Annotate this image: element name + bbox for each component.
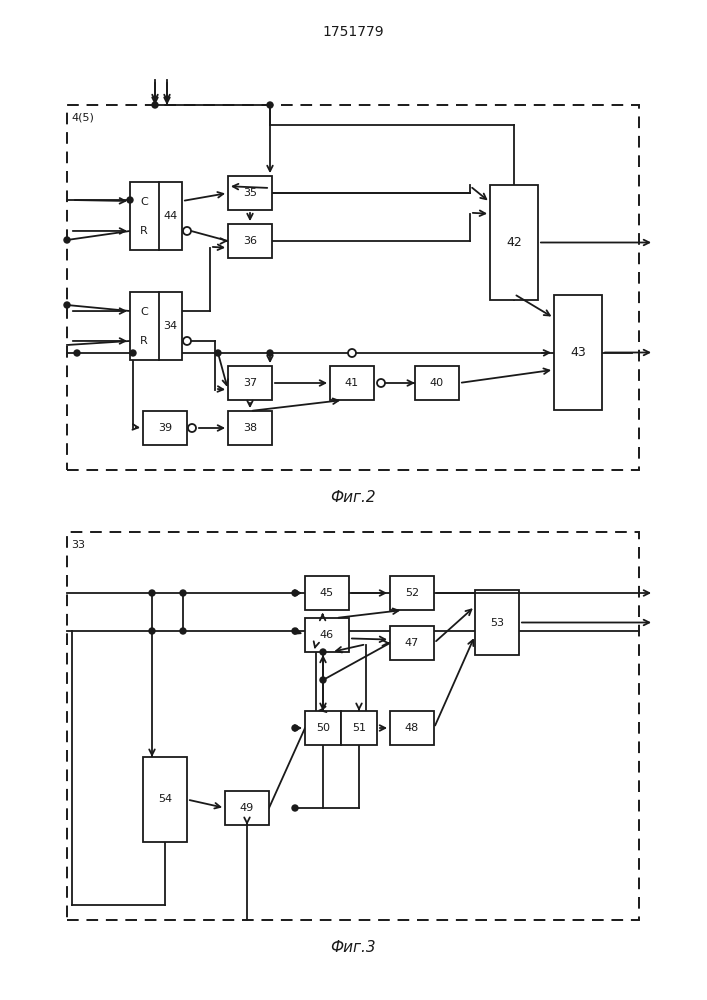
Circle shape <box>348 349 356 357</box>
Text: 33: 33 <box>71 540 85 550</box>
Bar <box>67 105 639 470</box>
Text: 45: 45 <box>320 588 334 598</box>
Text: Фиг.3: Фиг.3 <box>330 940 376 956</box>
Circle shape <box>127 197 133 203</box>
Text: 47: 47 <box>405 638 419 648</box>
Text: 39: 39 <box>158 423 172 433</box>
Circle shape <box>320 649 326 655</box>
Bar <box>415 366 459 400</box>
Circle shape <box>292 725 298 731</box>
Bar <box>67 532 639 920</box>
Circle shape <box>74 350 80 356</box>
Circle shape <box>267 102 273 108</box>
Bar <box>228 366 272 400</box>
Text: 35: 35 <box>243 188 257 198</box>
Bar <box>390 626 434 660</box>
Circle shape <box>180 628 186 634</box>
Bar <box>143 757 187 842</box>
Bar <box>390 576 434 610</box>
Circle shape <box>377 379 385 387</box>
Bar <box>228 176 272 210</box>
Text: 49: 49 <box>240 803 254 813</box>
Circle shape <box>183 337 191 345</box>
Text: C: C <box>140 197 148 207</box>
Text: 4(5): 4(5) <box>71 113 94 123</box>
Circle shape <box>152 102 158 108</box>
Text: 37: 37 <box>243 378 257 388</box>
Text: 51: 51 <box>352 723 366 733</box>
Bar <box>490 185 538 300</box>
Circle shape <box>183 227 191 235</box>
Text: 42: 42 <box>506 236 522 249</box>
Circle shape <box>267 350 273 356</box>
Text: R: R <box>140 336 148 346</box>
Bar <box>305 618 349 652</box>
Text: Фиг.2: Фиг.2 <box>330 490 376 506</box>
Text: 46: 46 <box>320 630 334 640</box>
Bar <box>228 224 272 258</box>
Text: 43: 43 <box>570 346 586 359</box>
Circle shape <box>180 590 186 596</box>
Circle shape <box>130 350 136 356</box>
Circle shape <box>292 590 298 596</box>
Circle shape <box>188 424 196 432</box>
Circle shape <box>149 590 155 596</box>
Circle shape <box>64 237 70 243</box>
Bar <box>554 295 602 410</box>
Bar <box>228 411 272 445</box>
Text: 40: 40 <box>430 378 444 388</box>
Text: 48: 48 <box>405 723 419 733</box>
Bar <box>330 366 374 400</box>
Text: 38: 38 <box>243 423 257 433</box>
Circle shape <box>292 628 298 634</box>
Bar <box>390 711 434 745</box>
Bar <box>341 711 377 745</box>
Text: 41: 41 <box>345 378 359 388</box>
Bar <box>130 182 182 250</box>
Text: R: R <box>140 226 148 236</box>
Text: 50: 50 <box>316 723 330 733</box>
Circle shape <box>320 677 326 683</box>
Bar <box>225 791 269 825</box>
Text: C: C <box>140 307 148 317</box>
Circle shape <box>149 628 155 634</box>
Text: 34: 34 <box>163 321 177 331</box>
Circle shape <box>292 805 298 811</box>
Circle shape <box>64 302 70 308</box>
Bar <box>305 711 341 745</box>
Text: 52: 52 <box>405 588 419 598</box>
Text: 36: 36 <box>243 236 257 246</box>
Bar <box>143 411 187 445</box>
Bar <box>475 590 519 655</box>
Circle shape <box>215 350 221 356</box>
Text: 54: 54 <box>158 794 172 804</box>
Text: 44: 44 <box>163 211 177 221</box>
Text: 53: 53 <box>490 617 504 628</box>
Text: 1751779: 1751779 <box>322 25 384 39</box>
Bar <box>130 292 182 360</box>
Bar <box>305 576 349 610</box>
